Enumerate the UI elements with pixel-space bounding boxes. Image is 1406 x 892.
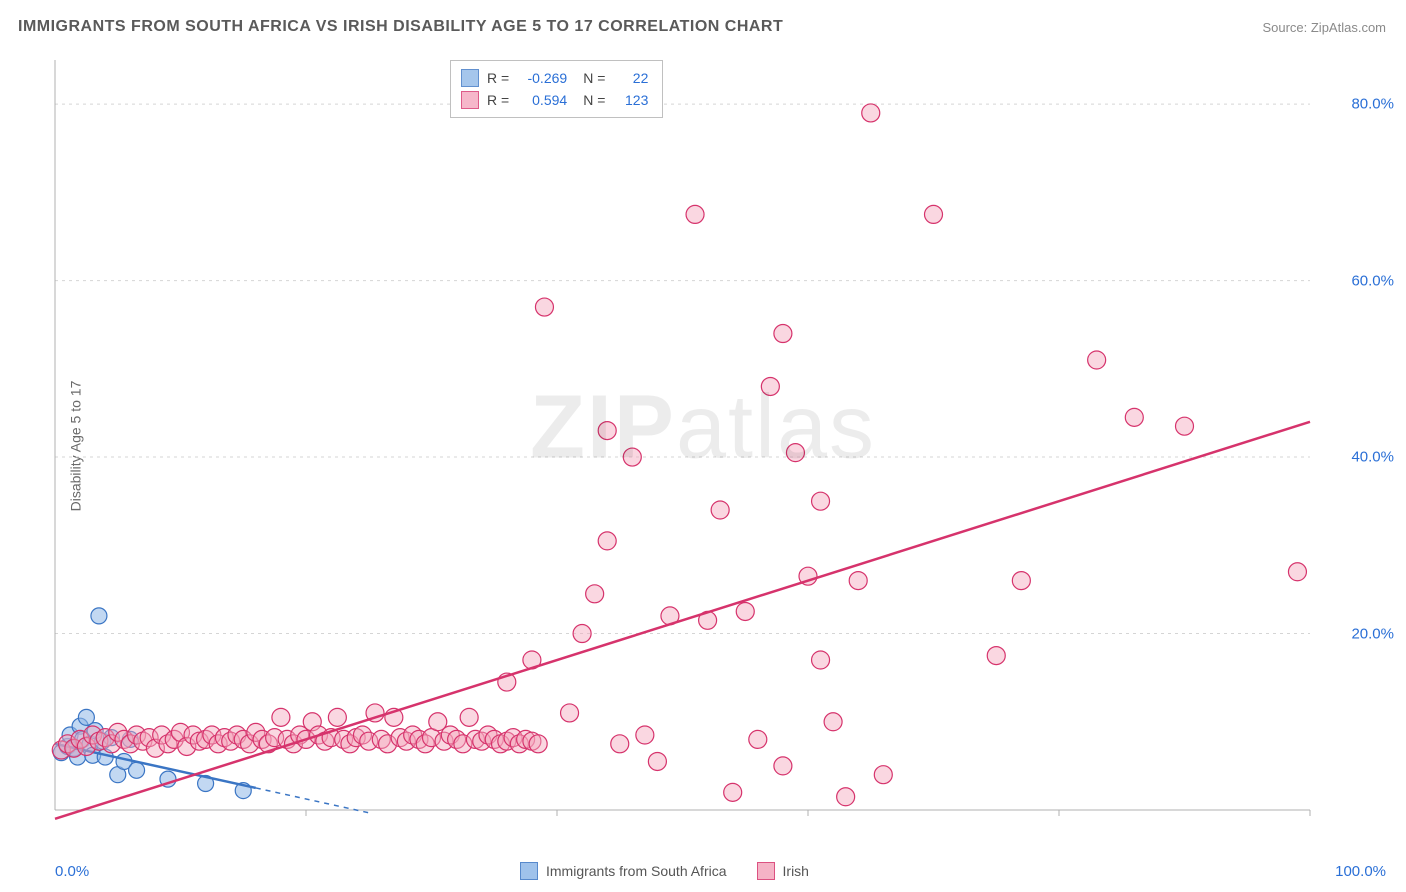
legend-row: R = 0.594 N = 123	[461, 89, 648, 111]
series-legend-label: Immigrants from South Africa	[546, 863, 727, 879]
legend-r-label: R =	[487, 89, 509, 111]
legend-swatch	[461, 69, 479, 87]
y-tick-label: 20.0%	[1351, 625, 1394, 642]
legend-swatch	[461, 91, 479, 109]
legend-n-label: N =	[583, 67, 605, 89]
correlation-legend: R = -0.269 N = 22 R = 0.594 N = 123	[450, 60, 663, 118]
legend-row: R = -0.269 N = 22	[461, 67, 648, 89]
series-legend-item: Immigrants from South Africa	[520, 862, 727, 880]
legend-swatch	[757, 862, 775, 880]
legend-r-label: R =	[487, 67, 509, 89]
legend-n-value: 22	[613, 67, 648, 89]
scatter-plot-svg	[50, 55, 1370, 845]
legend-n-value: 123	[613, 89, 648, 111]
series-legend-label: Irish	[783, 863, 809, 879]
series-legend-item: Irish	[757, 862, 809, 880]
series-legend: Immigrants from South Africa Irish	[520, 862, 809, 880]
y-tick-label: 40.0%	[1351, 449, 1394, 466]
legend-r-value: -0.269	[517, 67, 567, 89]
x-axis-min-label: 0.0%	[55, 863, 89, 880]
y-tick-label: 80.0%	[1351, 96, 1394, 113]
y-tick-label: 60.0%	[1351, 272, 1394, 289]
plot-area	[50, 55, 1370, 845]
legend-r-value: 0.594	[517, 89, 567, 111]
chart-container: IMMIGRANTS FROM SOUTH AFRICA VS IRISH DI…	[0, 0, 1406, 892]
source-label: Source: ZipAtlas.com	[1262, 20, 1386, 35]
legend-n-label: N =	[583, 89, 605, 111]
legend-swatch	[520, 862, 538, 880]
x-axis-max-label: 100.0%	[1335, 863, 1386, 880]
chart-title: IMMIGRANTS FROM SOUTH AFRICA VS IRISH DI…	[18, 18, 783, 36]
